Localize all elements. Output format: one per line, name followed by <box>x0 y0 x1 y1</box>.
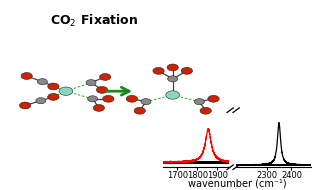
Circle shape <box>93 105 105 111</box>
Circle shape <box>141 99 151 105</box>
Circle shape <box>48 83 59 90</box>
Circle shape <box>167 64 178 71</box>
Circle shape <box>21 73 32 79</box>
Text: wavenumber (cm⁻¹): wavenumber (cm⁻¹) <box>188 178 286 188</box>
Circle shape <box>168 76 178 82</box>
Circle shape <box>86 80 96 86</box>
Circle shape <box>37 79 47 85</box>
Circle shape <box>36 98 46 104</box>
Circle shape <box>96 86 108 93</box>
Circle shape <box>126 95 138 102</box>
Circle shape <box>103 95 114 102</box>
Circle shape <box>200 107 211 114</box>
Circle shape <box>134 107 145 114</box>
Circle shape <box>153 67 164 74</box>
Circle shape <box>19 102 31 109</box>
Circle shape <box>100 74 111 80</box>
FancyArrowPatch shape <box>106 87 129 95</box>
Circle shape <box>166 91 180 99</box>
Circle shape <box>59 87 73 95</box>
Circle shape <box>181 67 192 74</box>
Circle shape <box>194 99 204 105</box>
Circle shape <box>88 96 98 102</box>
Circle shape <box>208 95 219 102</box>
Circle shape <box>48 93 59 100</box>
Text: CO$_2$ Fixation: CO$_2$ Fixation <box>50 13 138 29</box>
